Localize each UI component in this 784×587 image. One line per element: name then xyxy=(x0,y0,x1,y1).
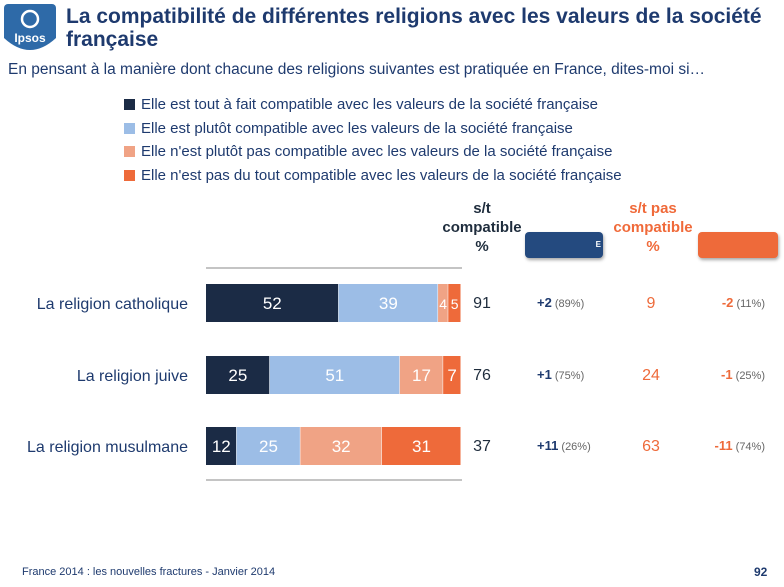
not-compatible-header-line: % xyxy=(646,238,660,255)
compatible-evolution: +1 (75%) xyxy=(537,367,584,382)
compatible-column-header: s/t compatible % xyxy=(432,199,532,256)
bar-value-label: 12 xyxy=(212,437,231,456)
legend-label: Elle n'est plutôt pas compatible avec le… xyxy=(141,143,613,161)
compatible-evolution: +11 (26%) xyxy=(537,438,591,453)
legend-swatch-plutot xyxy=(124,122,135,134)
not-compatible-evolution: -1 (25%) xyxy=(721,367,765,382)
bar-value-label: 51 xyxy=(325,366,344,385)
legend-swatch-plutot-pas xyxy=(124,146,135,158)
compatible-total: 76 xyxy=(473,367,491,384)
page-number: 92 xyxy=(754,565,768,579)
compatible-evolution: +2 (89%) xyxy=(537,295,584,310)
legend-label: Elle est tout à fait compatible avec les… xyxy=(141,96,598,114)
legend-item: Elle est tout à fait compatible avec les… xyxy=(124,93,622,117)
bar-value-label: 25 xyxy=(259,437,278,456)
bar-segment xyxy=(443,356,461,394)
bar-segment xyxy=(236,427,300,465)
compatible-header-line: % xyxy=(475,238,489,255)
bar-value-label: 32 xyxy=(332,437,351,456)
legend-item: Elle n'est plutôt pas compatible avec le… xyxy=(124,140,622,164)
bar-segment xyxy=(206,427,237,465)
compatible-header-line: s/t xyxy=(473,200,491,217)
bar-value-label: 5 xyxy=(451,296,459,312)
bar-segment xyxy=(448,284,461,322)
not-compatible-total: 63 xyxy=(642,438,660,455)
bar-value-label: 39 xyxy=(379,294,398,313)
bar-segment xyxy=(381,427,461,465)
compatible-header-line: compatible xyxy=(442,219,522,236)
bar-value-label: 25 xyxy=(228,366,247,385)
legend-swatch-pas-du-tout xyxy=(124,169,135,181)
not-compatible-total: 24 xyxy=(642,367,660,384)
bar-segment xyxy=(438,284,448,322)
not-compatible-total: 9 xyxy=(647,295,656,312)
legend: Elle est tout à fait compatible avec les… xyxy=(124,93,622,187)
footer-source: France 2014 : les nouvelles fractures - … xyxy=(22,566,276,578)
page-subtitle: En pensant à la manière dont chacune des… xyxy=(8,61,706,78)
logo-text: Ipsos xyxy=(14,31,46,45)
bar-segment xyxy=(338,284,438,322)
bar-value-label: 7 xyxy=(447,366,456,385)
compatible-total: 91 xyxy=(473,295,491,312)
bar-value-label: 17 xyxy=(412,366,431,385)
not-compatible-column-header: s/t pas compatible % xyxy=(598,199,708,256)
evolution-badge: E xyxy=(595,240,601,249)
not-compatible-evolution: -2 (11%) xyxy=(722,295,765,310)
not-compatible-evolution: -11 (74%) xyxy=(715,438,765,453)
evolution-not-compatible-banner xyxy=(698,232,778,258)
not-compatible-header-line: compatible xyxy=(613,219,693,236)
not-compatible-header-line: s/t pas xyxy=(629,200,677,217)
compatible-total: 37 xyxy=(473,438,491,455)
legend-item: Elle n'est pas du tout compatible avec l… xyxy=(124,164,622,188)
bar-segment xyxy=(206,356,270,394)
bar-segment xyxy=(399,356,443,394)
category-label: La religion catholique xyxy=(37,296,188,313)
legend-item: Elle est plutôt compatible avec les vale… xyxy=(124,117,622,141)
legend-label: Elle est plutôt compatible avec les vale… xyxy=(141,119,573,137)
bar-segment xyxy=(206,284,339,322)
bar-segment xyxy=(300,427,382,465)
bar-segment xyxy=(269,356,400,394)
page-title: La compatibilité de différentes religion… xyxy=(66,5,762,51)
category-label: La religion musulmane xyxy=(27,439,188,456)
legend-label: Elle n'est pas du tout compatible avec l… xyxy=(141,166,622,184)
legend-swatch-tout-a-fait xyxy=(124,99,135,111)
bar-value-label: 52 xyxy=(263,294,282,313)
evolution-compatible-banner: E xyxy=(525,232,603,258)
category-label: La religion juive xyxy=(77,368,188,385)
bar-value-label: 4 xyxy=(439,296,447,312)
ipsos-logo: Ipsos xyxy=(4,4,56,50)
bar-value-label: 31 xyxy=(412,437,431,456)
